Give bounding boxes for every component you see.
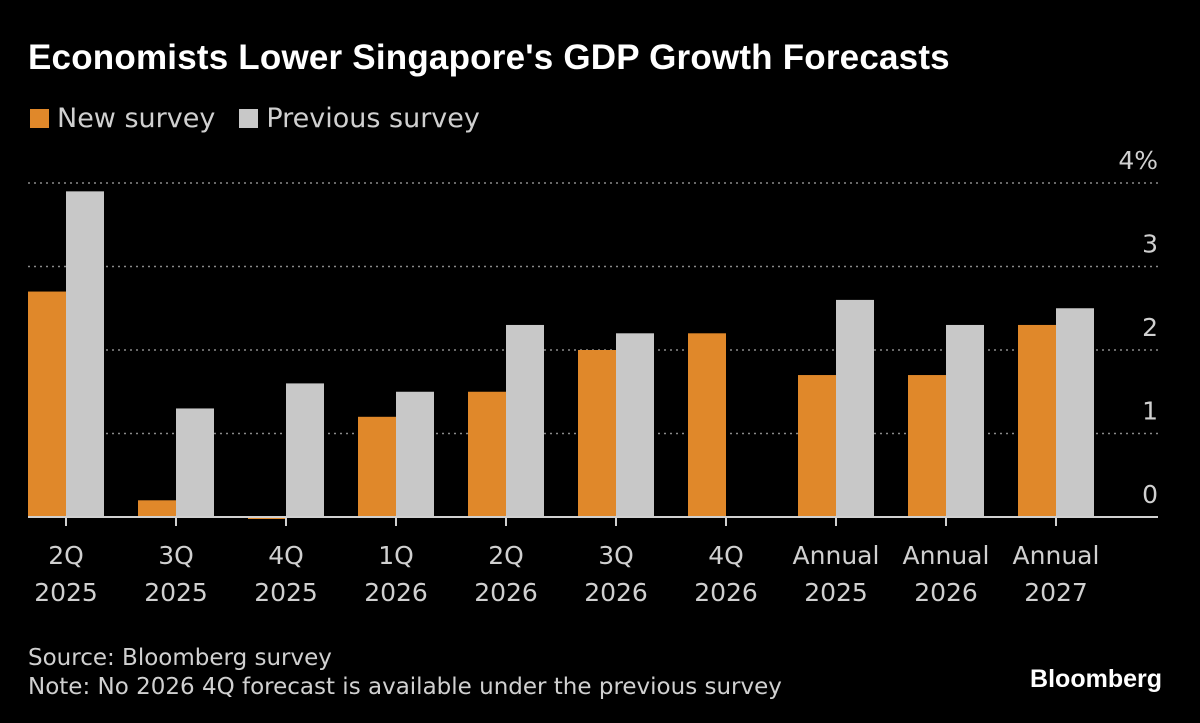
source-text: Source: Bloomberg survey — [28, 645, 332, 671]
x-tick-label: 3Q — [598, 541, 634, 570]
x-tick-label: 2Q — [488, 541, 524, 570]
legend-item-previous-survey: Previous survey — [239, 103, 480, 134]
x-tick-label: 2026 — [914, 578, 978, 607]
x-tick-label: 2025 — [34, 578, 98, 607]
legend-label-previous-survey: Previous survey — [266, 103, 480, 134]
bar-new-survey — [798, 375, 836, 517]
chart-title: Economists Lower Singapore's GDP Growth … — [28, 38, 950, 77]
x-tick-label: 2026 — [474, 578, 538, 607]
x-tick-label: 3Q — [158, 541, 194, 570]
x-tick-label: 2025 — [144, 578, 208, 607]
bar-new-survey — [468, 391, 506, 517]
y-tick-label: 2 — [1142, 313, 1158, 342]
note-text: Note: No 2026 4Q forecast is available u… — [28, 674, 782, 700]
legend: New survey Previous survey — [30, 103, 480, 134]
y-tick-label: 3 — [1142, 230, 1158, 259]
x-tick-label: 2Q — [48, 541, 84, 570]
bar-previous-survey — [176, 408, 214, 517]
bar-previous-survey — [66, 191, 104, 517]
bar-previous-survey — [286, 383, 324, 517]
x-tick-label: 1Q — [378, 541, 414, 570]
x-tick-label: Annual — [1013, 541, 1100, 570]
x-tick-label: 2025 — [254, 578, 318, 607]
bar-new-survey — [578, 350, 616, 517]
y-tick-label: 0 — [1142, 480, 1158, 509]
x-tick-label: 2027 — [1024, 578, 1088, 607]
bar-previous-survey — [1056, 308, 1094, 517]
y-tick-label: 1 — [1142, 397, 1158, 426]
legend-swatch-previous-survey — [239, 109, 259, 128]
legend-label-new-survey: New survey — [57, 103, 216, 134]
y-tick-label: 4% — [1118, 146, 1158, 175]
x-tick-label: 4Q — [708, 541, 744, 570]
bar-new-survey — [688, 333, 726, 517]
bar-previous-survey — [836, 299, 874, 517]
bar-new-survey — [908, 375, 946, 517]
bloomberg-logo: Bloomberg — [1030, 665, 1162, 693]
x-tick-label: Annual — [793, 541, 880, 570]
legend-swatch-new-survey — [30, 109, 49, 128]
x-tick-label: 2025 — [804, 578, 868, 607]
bar-previous-survey — [506, 324, 544, 517]
bar-previous-survey — [616, 333, 654, 517]
x-tick-label: 2026 — [694, 578, 758, 607]
bar-new-survey — [138, 500, 176, 517]
x-tick-label: 2026 — [364, 578, 428, 607]
x-tick-label: Annual — [903, 541, 990, 570]
bar-previous-survey — [946, 324, 984, 517]
legend-item-new-survey: New survey — [30, 103, 215, 134]
bar-new-survey — [358, 416, 396, 517]
bar-previous-survey — [396, 391, 434, 517]
bar-new-survey — [28, 291, 66, 517]
footer: Source: Bloomberg survey Note: No 2026 4… — [28, 644, 782, 702]
bar-new-survey — [1018, 324, 1056, 517]
x-tick-label: 4Q — [268, 541, 304, 570]
x-tick-label: 2026 — [584, 578, 648, 607]
